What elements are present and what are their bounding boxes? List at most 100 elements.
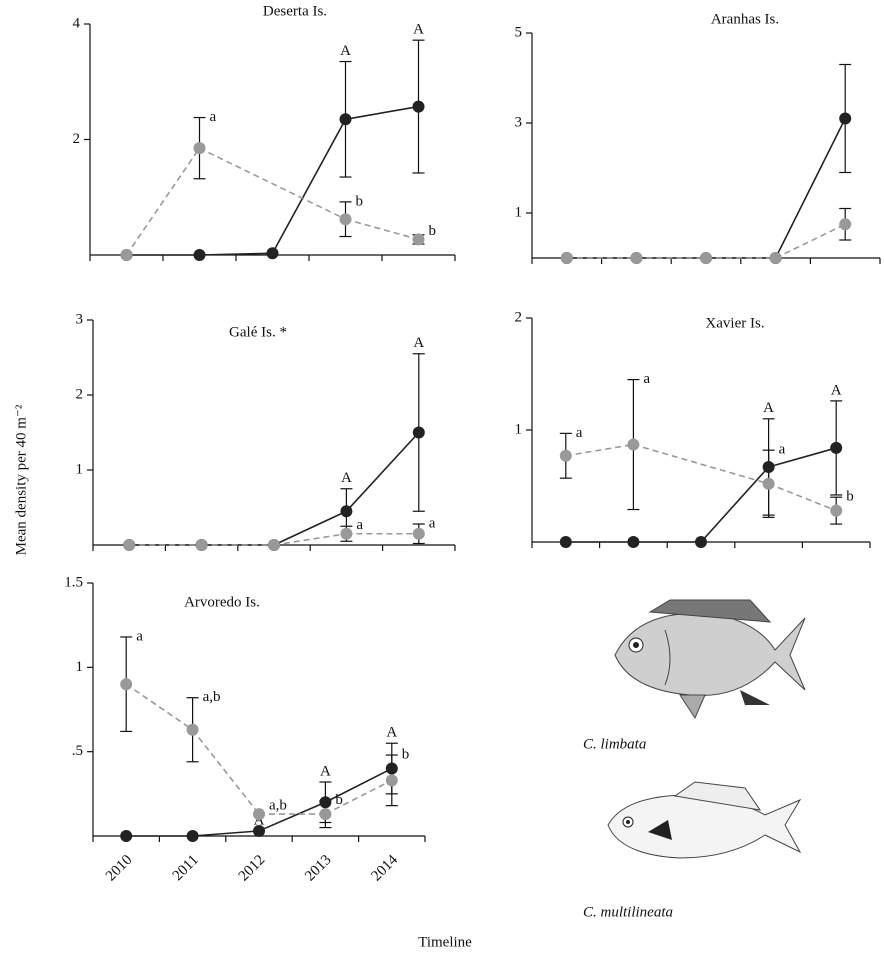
significance-label: A (413, 335, 424, 351)
point (319, 808, 332, 821)
series-line (345, 218, 419, 241)
series-line (199, 147, 346, 220)
point (120, 678, 133, 691)
x-tick-label: 2011 (170, 852, 202, 884)
y-tick-label: 3 (76, 311, 84, 327)
significance-label: a (643, 371, 650, 387)
species-caption: C. multilineata (583, 904, 673, 920)
point (830, 504, 843, 517)
point (186, 830, 199, 842)
significance-label: b (429, 223, 437, 239)
series-line (633, 443, 769, 485)
significance-label: A (831, 382, 842, 398)
point (339, 113, 352, 126)
point (630, 252, 643, 264)
significance-label: a (576, 425, 583, 441)
fish-multilineata (607, 781, 802, 859)
species-caption: C. limbata (583, 736, 646, 752)
series-line (125, 683, 194, 731)
point (412, 426, 425, 439)
series-line (199, 252, 273, 256)
point (839, 112, 852, 125)
significance-label: a,b (269, 798, 287, 814)
point (559, 449, 572, 462)
point (339, 213, 352, 226)
point (627, 536, 640, 548)
significance-label: a (210, 109, 217, 125)
point (266, 247, 279, 260)
chart-title: Deserta Is. (263, 3, 327, 19)
series-line (565, 443, 634, 457)
significance-label: b (846, 489, 854, 505)
y-tick-label: 2 (73, 131, 81, 147)
point (412, 100, 425, 113)
point (193, 142, 206, 155)
series-line (768, 483, 837, 512)
series-line (768, 447, 837, 468)
point (695, 536, 707, 548)
significance-label: b (335, 792, 343, 808)
series-line (125, 147, 201, 256)
point (412, 233, 425, 246)
fish-limbata (614, 599, 806, 720)
significance-label: b (356, 193, 364, 209)
significance-label: A (341, 470, 352, 486)
point (762, 460, 775, 473)
point (340, 505, 353, 518)
chart-title: Aranhas Is. (711, 11, 779, 27)
series-line (325, 767, 393, 803)
x-tick-label: 2013 (302, 852, 335, 885)
series-line (325, 779, 393, 815)
x-axis-label: Timeline (418, 934, 472, 950)
y-axis-label: Mean density per 40 m⁻² (13, 404, 29, 555)
x-tick-label: 2012 (236, 852, 269, 885)
y-tick-label: 2 (515, 309, 523, 325)
y-tick-label: 3 (515, 114, 523, 130)
chart-title: Arvoredo Is. (184, 594, 260, 610)
point (385, 762, 398, 775)
y-tick-label: 4 (73, 15, 81, 31)
point (762, 477, 775, 490)
point (120, 830, 133, 842)
series-line (700, 466, 770, 543)
point (560, 252, 573, 264)
point (120, 249, 133, 261)
significance-label: a (429, 515, 436, 531)
point (412, 527, 425, 540)
point (627, 438, 640, 451)
series-line (775, 223, 846, 259)
point (340, 527, 353, 540)
series-line (271, 118, 347, 254)
y-tick-label: 1 (515, 204, 523, 220)
significance-label: A (413, 22, 424, 38)
y-tick-label: 1 (515, 421, 523, 437)
point (195, 539, 208, 551)
significance-label: A (320, 763, 331, 779)
chart-title: Galé Is. * (229, 324, 287, 340)
point (319, 796, 332, 809)
series-line (345, 105, 419, 121)
y-tick-label: 2 (76, 386, 84, 402)
series-line (258, 801, 326, 832)
series-line (191, 729, 260, 815)
significance-label: b (402, 746, 410, 762)
x-tick-label: 2010 (103, 852, 136, 885)
significance-label: a (356, 517, 363, 533)
point (559, 536, 572, 548)
chart-title: Xavier Is. (705, 315, 764, 331)
y-tick-label: 5 (515, 24, 523, 40)
significance-label: A (763, 400, 774, 416)
y-tick-label: 1 (76, 659, 84, 675)
x-tick-label: 2014 (369, 852, 402, 885)
series-line (192, 830, 260, 837)
series-line (345, 431, 420, 512)
series-line (273, 532, 347, 546)
series-line (273, 510, 347, 546)
y-tick-label: 1 (76, 461, 84, 477)
y-tick-label: .5 (72, 743, 83, 759)
point (268, 539, 280, 551)
point (253, 808, 265, 821)
series-line (774, 118, 846, 259)
